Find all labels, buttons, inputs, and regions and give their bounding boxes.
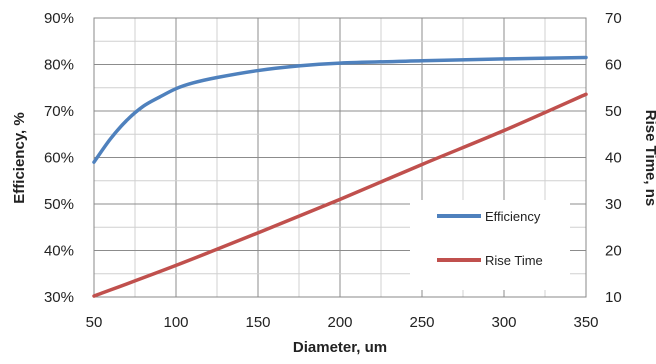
- tick-labels: 50 100 150 200 250 300 350 30% 40% 50% 60% 70% 80% 90…: [44, 10, 622, 331]
- y2-tick-label: 10: [605, 289, 622, 306]
- y2-tick-label: 50: [605, 103, 622, 120]
- legend-box: [410, 200, 570, 290]
- y-axis-title: Efficiency, %: [11, 112, 28, 203]
- series-line-rise-time: [92, 92, 588, 298]
- plot-area: [93, 17, 587, 298]
- series-line-efficiency: [92, 55, 588, 164]
- y2-tick-label: 30: [605, 196, 622, 213]
- y-tick-label: 90%: [44, 10, 74, 27]
- legend: Efficiency Rise Time: [410, 200, 570, 290]
- y2-axis-title: Rise Time, ns: [642, 110, 656, 206]
- x-tick-label: 300: [491, 314, 516, 331]
- legend-label-efficiency: Efficiency: [485, 209, 541, 224]
- y2-tick-label: 60: [605, 57, 622, 74]
- y-tick-label: 30%: [44, 289, 74, 306]
- x-tick-label: 200: [327, 314, 352, 331]
- y2-tick-label: 70: [605, 10, 622, 27]
- y-tick-label: 40%: [44, 243, 74, 260]
- legend-label-rise-time: Rise Time: [485, 253, 543, 268]
- y-tick-label: 60%: [44, 150, 74, 167]
- y-tick-label: 50%: [44, 196, 74, 213]
- x-tick-label: 50: [86, 314, 103, 331]
- y-tick-label: 70%: [44, 103, 74, 120]
- y2-tick-label: 40: [605, 150, 622, 167]
- x-axis-title: Diameter, um: [293, 339, 387, 356]
- x-tick-label: 150: [245, 314, 270, 331]
- x-tick-label: 350: [573, 314, 598, 331]
- x-tick-label: 100: [163, 314, 188, 331]
- series-lines: [92, 55, 588, 298]
- y-tick-label: 80%: [44, 57, 74, 74]
- y2-tick-label: 20: [605, 243, 622, 260]
- x-tick-label: 250: [409, 314, 434, 331]
